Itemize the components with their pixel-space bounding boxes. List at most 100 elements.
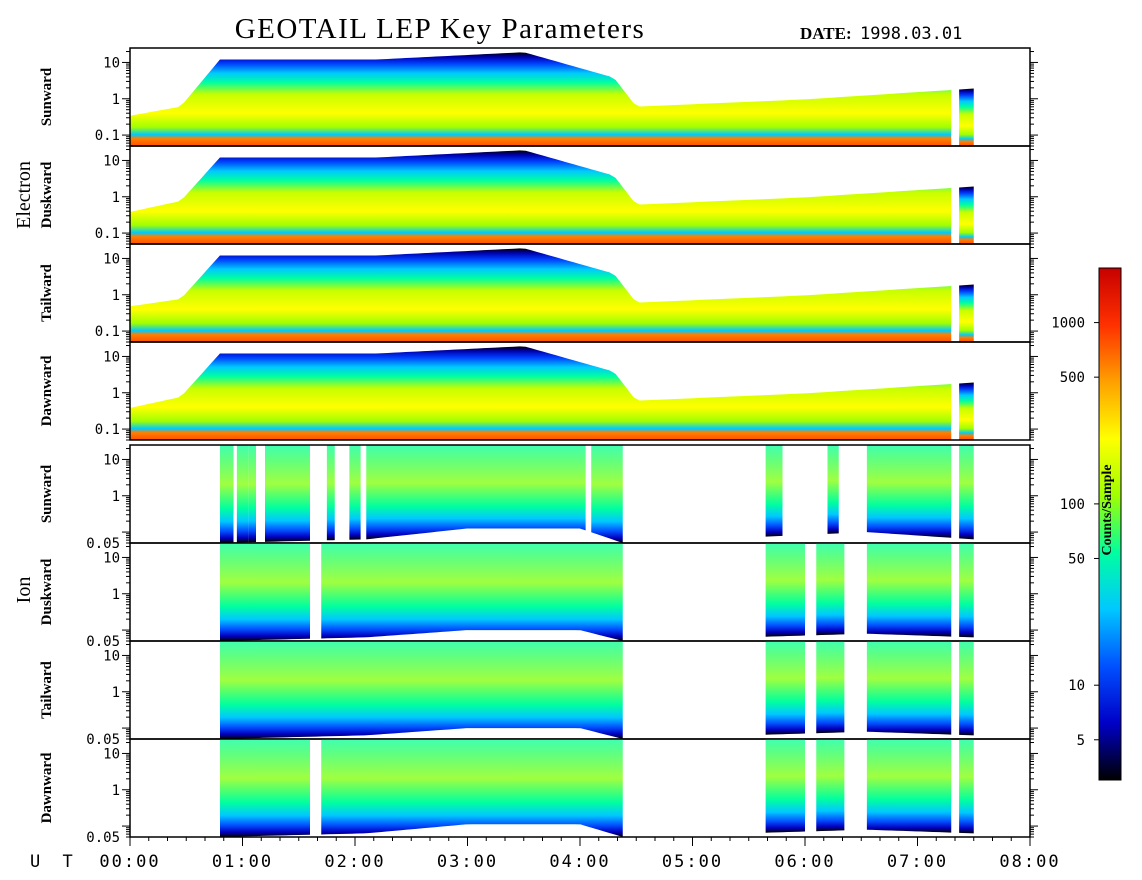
y-tick-label: 10	[103, 251, 120, 267]
y-tick-label: 10	[103, 349, 120, 365]
time-axis-label: U T	[30, 852, 79, 872]
colorbar-tick-label: 50	[1068, 551, 1085, 567]
y-tick-label: 10	[103, 746, 120, 762]
direction-label: Duskward	[39, 558, 55, 625]
data-segment	[959, 186, 974, 244]
x-tick-label: 00:00	[99, 852, 160, 872]
y-tick-label: 1	[112, 685, 120, 701]
chart-title: GEOTAIL LEP Key Parameters	[235, 13, 646, 45]
panel-electron-tailward: 0.1 1 10 Tailward	[39, 243, 1038, 343]
data-segment	[866, 445, 952, 538]
colorbar-tick-label: 5	[1077, 733, 1085, 749]
x-tick-label: 06:00	[774, 852, 835, 872]
y-tick-label: 1	[112, 587, 120, 603]
data-segment	[816, 739, 845, 832]
y-tick-label: 10	[103, 550, 120, 566]
y-tick-label: 0.1	[95, 128, 120, 144]
data-segment	[321, 543, 623, 641]
data-segment	[349, 445, 361, 540]
data-segment	[130, 52, 952, 146]
direction-label: Tailward	[39, 263, 55, 321]
data-segment	[959, 284, 974, 342]
data-segment	[866, 543, 952, 637]
data-segment	[220, 543, 310, 641]
colorbar-tick-label: 10	[1068, 678, 1085, 694]
y-tick-label: 0.1	[95, 422, 120, 438]
data-segment	[236, 445, 249, 543]
panels-group: 0.1 1 10 Sunward 0.1 1 10 Duskward 0.1 1 10 Tailwar…	[39, 47, 1038, 846]
y-tick-label: 1	[112, 386, 120, 402]
data-segment	[130, 346, 952, 440]
y-tick-label: 10	[103, 648, 120, 664]
y-tick-label: 0.1	[95, 324, 120, 340]
colorbar-tick-label: 100	[1060, 497, 1085, 513]
y-tick-label: 0.05	[86, 732, 120, 748]
data-segment	[248, 445, 256, 543]
panel-electron-duskward: 0.1 1 10 Duskward	[39, 145, 1038, 245]
x-tick-label: 02:00	[324, 852, 385, 872]
group-label-ion: Ion	[13, 577, 35, 604]
data-segment	[321, 739, 623, 837]
y-tick-label: 1	[112, 92, 120, 108]
y-tick-label: 1	[112, 190, 120, 206]
y-tick-label: 0.1	[95, 226, 120, 242]
direction-label: Sunward	[39, 464, 55, 523]
data-segment	[326, 445, 335, 541]
data-segment	[591, 445, 623, 543]
data-segment	[816, 641, 845, 734]
direction-label: Duskward	[39, 161, 55, 228]
data-segment	[265, 445, 310, 542]
data-segment	[765, 739, 805, 833]
data-segment	[959, 88, 974, 146]
panel-ion-sunward: 0.05 1 10 Sunward	[39, 444, 1038, 552]
panel-frame	[129, 341, 1031, 441]
direction-label: Tailward	[39, 660, 55, 718]
x-tick-label: 01:00	[212, 852, 273, 872]
data-segment	[220, 739, 310, 837]
x-tick-label: 05:00	[662, 852, 723, 872]
colorbar-label: Counts/Sample	[1100, 464, 1115, 555]
direction-label: Dawnward	[39, 355, 55, 426]
panel-ion-dawnward: 0.05 1 10 Dawnward	[39, 738, 1038, 846]
data-segment	[866, 641, 952, 735]
colorbar-tick-label: 1000	[1051, 316, 1085, 332]
data-segment	[366, 445, 586, 540]
y-tick-label: 0.05	[86, 830, 120, 846]
x-tick-label: 07:00	[887, 852, 948, 872]
y-tick-label: 0.05	[86, 536, 120, 552]
x-tick-label: 08:00	[999, 852, 1060, 872]
panel-electron-dawnward: 0.1 1 10 Dawnward	[39, 341, 1038, 441]
panel-electron-sunward: 0.1 1 10 Sunward	[39, 47, 1038, 147]
colorbar: 5 10 50 100 500 1000	[1051, 267, 1122, 781]
date-value: 1998.03.01	[860, 24, 962, 44]
date-label: DATE:	[800, 24, 852, 43]
y-tick-label: 1	[112, 288, 120, 304]
x-tick-label: 04:00	[549, 852, 610, 872]
data-segment	[959, 445, 974, 540]
data-segment	[816, 543, 845, 636]
y-tick-label: 0.05	[86, 634, 120, 650]
data-segment	[130, 150, 952, 244]
data-segment	[765, 641, 805, 735]
y-tick-label: 10	[103, 153, 120, 169]
data-segment	[827, 445, 839, 534]
data-segment	[959, 641, 974, 736]
direction-label: Sunward	[39, 67, 55, 126]
data-segment	[959, 543, 974, 638]
data-segment	[765, 445, 783, 537]
data-segment	[220, 641, 623, 739]
time-axis: 00:00 01:00 02:00 03:00 04:00 05:00 06:00 07:00…	[99, 837, 1060, 872]
direction-label: Dawnward	[39, 752, 55, 823]
data-segment	[866, 739, 952, 833]
y-tick-label: 1	[112, 489, 120, 505]
data-segment	[130, 248, 952, 342]
y-tick-label: 1	[112, 783, 120, 799]
panel-ion-tailward: 0.05 1 10 Tailward	[39, 640, 1038, 748]
group-label-electron: Electron	[13, 161, 35, 229]
x-tick-label: 03:00	[437, 852, 498, 872]
data-segment	[959, 382, 974, 440]
data-segment	[765, 543, 805, 637]
data-segment	[220, 445, 234, 543]
colorbar-fill	[1098, 267, 1122, 781]
